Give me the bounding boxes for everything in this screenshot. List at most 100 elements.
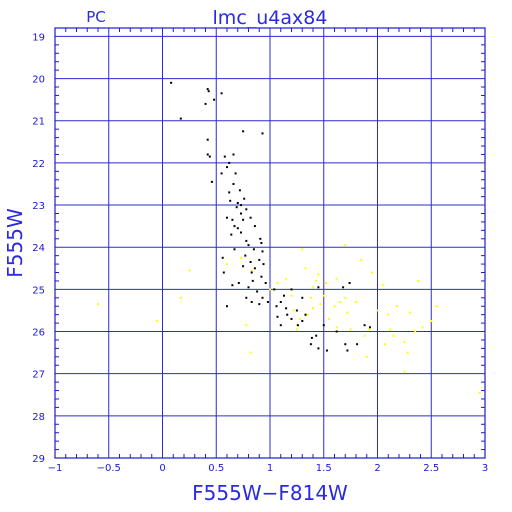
black-data-point	[261, 250, 264, 253]
black-data-point	[250, 301, 253, 303]
black-data-point	[238, 189, 241, 192]
black-data-point	[242, 218, 245, 221]
black-data-point	[206, 153, 209, 156]
yellow-data-point	[403, 341, 406, 344]
black-data-point	[356, 343, 359, 346]
yellow-data-point	[389, 328, 392, 331]
black-data-point	[283, 294, 285, 297]
black-data-point	[285, 307, 288, 310]
black-data-point	[210, 180, 213, 183]
yellow-data-point	[322, 294, 325, 297]
yellow-data-point	[421, 326, 424, 329]
black-data-point	[261, 296, 264, 299]
black-data-point	[296, 324, 299, 327]
black-data-point	[256, 290, 259, 293]
black-data-point	[369, 326, 371, 329]
yellow-data-point	[328, 317, 331, 320]
black-data-point	[237, 282, 240, 284]
black-data-point	[207, 90, 210, 93]
black-data-point	[232, 183, 235, 185]
grid-lines	[55, 28, 485, 458]
yellow-data-point	[245, 324, 248, 327]
black-data-point	[335, 330, 338, 333]
x-tick-label: 2.5	[423, 463, 439, 474]
black-data-point	[315, 334, 318, 337]
yellow-data-point	[387, 313, 390, 316]
black-data-point	[251, 279, 254, 282]
y-tick-label: 19	[32, 32, 45, 43]
yellow-data-point	[250, 269, 253, 272]
yellow-data-point	[346, 311, 349, 314]
black-data-point	[170, 81, 173, 84]
black-data-point	[253, 225, 256, 228]
yellow-data-point	[315, 279, 318, 282]
yellow-data-point	[384, 343, 386, 346]
y-tick-label: 29	[32, 454, 45, 465]
y-tick-label: 27	[32, 370, 45, 381]
yellow-data-point	[338, 301, 341, 303]
yellow-data-point	[319, 303, 322, 306]
black-data-point	[348, 282, 351, 284]
y-tick-label: 25	[32, 285, 45, 296]
yellow-data-point	[335, 326, 338, 329]
yellow-data-point	[408, 311, 411, 314]
black-data-point	[213, 98, 216, 101]
black-data-point	[226, 166, 228, 169]
x-tick-label: −1	[48, 463, 63, 474]
black-data-point	[253, 267, 256, 270]
black-data-point	[228, 191, 231, 194]
black-data-point	[233, 225, 236, 228]
yellow-data-point	[304, 267, 307, 270]
black-data-point	[220, 92, 223, 95]
x-tick-label: 1.5	[316, 463, 332, 474]
y-tick-label: 23	[32, 201, 45, 212]
black-data-point	[273, 288, 276, 291]
black-data-point	[262, 263, 265, 266]
yellow-data-point	[312, 307, 314, 310]
yellow-data-point	[269, 288, 271, 291]
yellow-data-point	[276, 282, 279, 284]
black-data-point	[260, 275, 263, 278]
black-data-point	[206, 138, 209, 141]
black-data-point	[236, 227, 239, 230]
yellow-data-point	[360, 258, 363, 261]
yellow-data-point	[355, 301, 357, 303]
black-data-point	[240, 231, 242, 234]
black-data-point	[231, 218, 234, 221]
black-data-point	[222, 271, 225, 274]
y-tick-label: 28	[32, 412, 45, 423]
black-data-point	[206, 88, 209, 91]
black-data-point	[245, 239, 248, 242]
black-data-point	[242, 130, 245, 133]
black-data-point	[221, 256, 224, 259]
yellow-data-point	[309, 296, 312, 299]
x-tick-label: 3	[482, 463, 488, 474]
black-data-point	[326, 349, 328, 352]
black-data-point	[240, 212, 242, 215]
x-tick-label: 0.5	[208, 463, 224, 474]
yellow-data-point	[367, 328, 370, 331]
black-data-point	[276, 315, 279, 318]
yellow-data-point	[156, 320, 159, 322]
black-data-point	[344, 343, 347, 346]
yellow-data-point	[249, 351, 252, 354]
yellow-data-point	[333, 305, 336, 308]
plot-title: lmc_u4ax84	[213, 7, 328, 29]
yellow-data-point	[417, 279, 420, 282]
black-data-point	[261, 132, 264, 135]
black-data-point	[247, 244, 250, 247]
yellow-data-point	[478, 391, 481, 394]
yellow-data-point	[363, 334, 366, 337]
black-data-point	[245, 296, 248, 299]
yellow-data-point	[188, 269, 191, 272]
yellow-data-point	[414, 330, 417, 333]
black-data-point	[301, 296, 304, 299]
yellow-data-point	[324, 282, 327, 284]
black-data-point	[279, 301, 282, 303]
black-data-point	[310, 336, 313, 339]
black-data-point	[234, 172, 237, 175]
black-data-point	[322, 324, 325, 327]
black-data-point	[233, 248, 236, 251]
x-tick-label: −0.5	[97, 463, 121, 474]
